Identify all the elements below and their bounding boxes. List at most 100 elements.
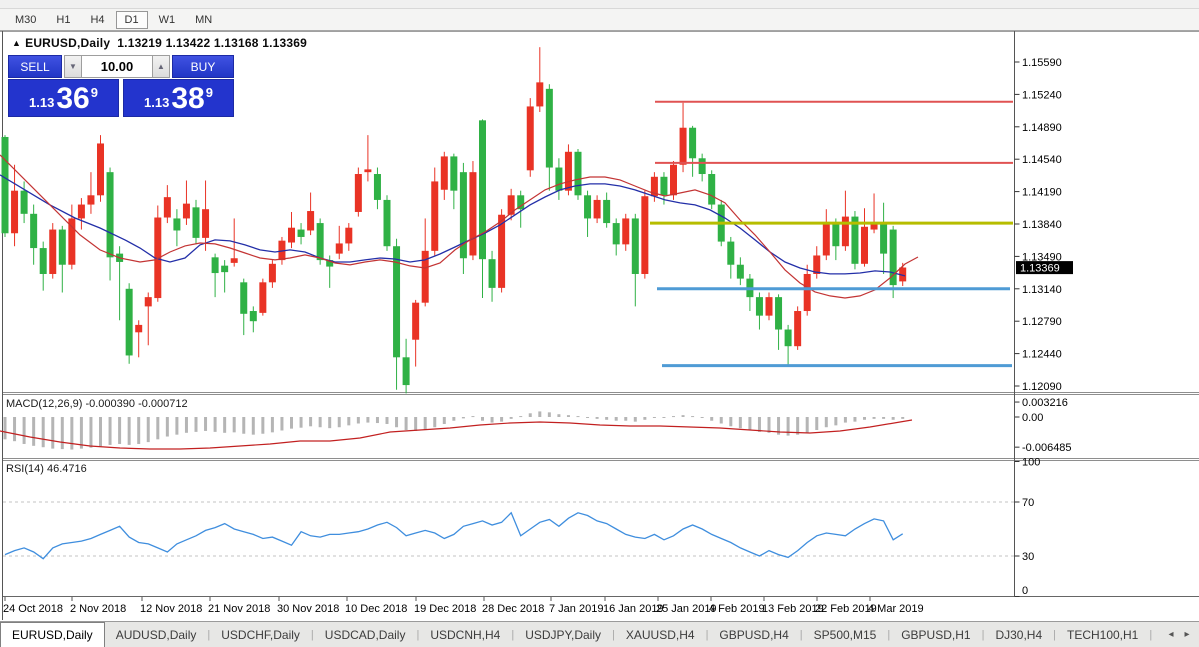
macd-histogram-bar xyxy=(395,417,399,428)
macd-histogram-bar xyxy=(729,417,733,427)
timeframe-button-w1[interactable]: W1 xyxy=(150,11,185,29)
rsi-indicator-label: RSI(14) 46.4716 xyxy=(6,463,87,475)
macd-histogram-bar xyxy=(557,414,561,417)
macd-histogram-bar xyxy=(872,417,876,419)
symbol-tab-eurusd[interactable]: EURUSD,Daily xyxy=(0,622,105,647)
macd-histogram-bar xyxy=(481,417,484,421)
macd-histogram-bar xyxy=(767,417,771,433)
timeframe-button-m30[interactable]: M30 xyxy=(6,11,45,29)
candle-body xyxy=(517,195,525,210)
sell-price-display[interactable]: 1.13 36 9 xyxy=(8,79,119,117)
symbol-tab-audusd[interactable]: AUDUSD,Daily xyxy=(115,627,197,642)
macd-histogram-bar xyxy=(815,417,819,431)
candle-body xyxy=(49,229,57,274)
date-axis-label: 2 Nov 2018 xyxy=(70,603,126,615)
candle-body xyxy=(221,265,229,273)
price-axis-label: 1.12090 xyxy=(1022,381,1062,393)
timeframe-button-d1[interactable]: D1 xyxy=(115,10,148,29)
buy-price-display[interactable]: 1.13 38 9 xyxy=(123,79,234,117)
candle-body xyxy=(736,264,744,279)
volume-field[interactable]: 10.00 xyxy=(82,55,152,78)
macd-histogram-bar xyxy=(184,417,188,433)
macd-histogram-bar xyxy=(137,417,141,444)
candle-body xyxy=(373,174,381,200)
window-top-strip xyxy=(0,0,1199,9)
macd-histogram-bar xyxy=(528,413,532,417)
macd-histogram-bar xyxy=(70,417,74,450)
candle-body xyxy=(851,216,859,264)
symbol-tab-bar: EURUSD,Daily AUDUSD,Daily | USDCHF,Daily | US… xyxy=(0,621,1199,647)
timeframe-toolbar: M30 H1 H4 D1 W1 MN xyxy=(0,9,1199,31)
timeframe-button-mn[interactable]: MN xyxy=(186,11,221,29)
volume-decrease-icon[interactable]: ▼ xyxy=(64,55,82,78)
macd-histogram-bar xyxy=(796,417,800,435)
candle-body xyxy=(727,241,735,265)
candle-body xyxy=(326,260,334,267)
price-axis-label: 1.13140 xyxy=(1022,284,1062,296)
rsi-axis-label: 70 xyxy=(1022,497,1034,509)
macd-histogram-bar xyxy=(461,417,465,419)
timeframe-button-h4[interactable]: H4 xyxy=(81,11,113,29)
chart-collapse-icon[interactable]: ▲ xyxy=(12,38,22,48)
candle-body xyxy=(440,156,448,190)
macd-histogram-bar xyxy=(309,417,313,427)
candle-body xyxy=(507,195,515,215)
symbol-tab-gbpusd[interactable]: GBPUSD,H4 xyxy=(719,627,789,642)
symbol-tab-usdcnh[interactable]: USDCNH,H4 xyxy=(430,627,501,642)
macd-histogram-bar xyxy=(290,417,293,429)
date-axis-label: 19 Dec 2018 xyxy=(414,603,476,615)
macd-histogram-bar xyxy=(79,417,83,449)
macd-histogram-bar xyxy=(748,417,752,431)
symbol-tab-sp500[interactable]: SP500,M15 xyxy=(813,627,877,642)
macd-histogram-bar xyxy=(519,416,523,418)
tab-separator: | xyxy=(207,628,211,641)
symbol-tab-tech100[interactable]: TECH100,H1 xyxy=(1066,627,1139,642)
candle-body xyxy=(230,258,238,263)
macd-histogram-bar xyxy=(605,417,609,420)
tab-scroll-right-icon[interactable]: ▸ xyxy=(1179,626,1195,644)
buy-price-prefix: 1.13 xyxy=(144,95,170,110)
candle-body xyxy=(20,190,28,214)
candle-body xyxy=(822,223,830,256)
candle-body xyxy=(679,127,687,165)
sell-price-big: 36 xyxy=(56,82,90,115)
macd-histogram-bar xyxy=(777,417,781,435)
macd-signal-line xyxy=(0,419,913,450)
macd-histogram-bar xyxy=(509,417,513,419)
rsi-axis-label: 30 xyxy=(1022,551,1034,563)
macd-histogram-bar xyxy=(586,417,590,418)
volume-increase-icon[interactable]: ▲ xyxy=(152,55,170,78)
macd-histogram-bar xyxy=(624,417,628,421)
macd-histogram-bar xyxy=(662,417,666,418)
macd-histogram-bar xyxy=(719,417,723,424)
macd-histogram-bar xyxy=(127,417,131,445)
date-axis-label: 22 Feb 2019 xyxy=(815,603,877,615)
symbol-tab-usdcad[interactable]: USDCAD,Daily xyxy=(324,627,406,642)
macd-histogram-bar xyxy=(538,411,542,417)
symbol-tab-dj30[interactable]: DJ30,H4 xyxy=(995,627,1043,642)
symbol-tab-usdchf[interactable]: USDCHF,Daily xyxy=(221,627,300,642)
candle-body xyxy=(861,226,868,264)
macd-histogram-bar xyxy=(232,417,236,433)
macd-histogram-bar xyxy=(691,416,695,418)
tab-separator: | xyxy=(981,628,985,641)
symbol-tab-usdjpy[interactable]: USDJPY,Daily xyxy=(525,627,602,642)
sell-button[interactable]: SELL xyxy=(8,55,62,78)
candle-body xyxy=(240,282,248,314)
candle-body xyxy=(307,211,315,231)
tab-scroll-left-icon[interactable]: ◂ xyxy=(1163,626,1179,644)
macd-histogram-bar xyxy=(490,417,494,423)
tab-separator: | xyxy=(612,628,615,641)
candle-body xyxy=(459,172,467,259)
symbol-tab-xauusd[interactable]: XAUUSD,H4 xyxy=(625,627,695,642)
timeframe-button-h1[interactable]: H1 xyxy=(47,11,79,29)
macd-histogram-bar xyxy=(786,417,790,436)
macd-histogram-bar xyxy=(299,417,303,428)
date-axis-label: 28 Dec 2018 xyxy=(482,603,544,615)
candle-body xyxy=(813,255,821,274)
buy-button[interactable]: BUY xyxy=(172,55,234,78)
candle-body xyxy=(498,214,506,288)
symbol-tab-gbpusd[interactable]: GBPUSD,H1 xyxy=(901,627,971,642)
